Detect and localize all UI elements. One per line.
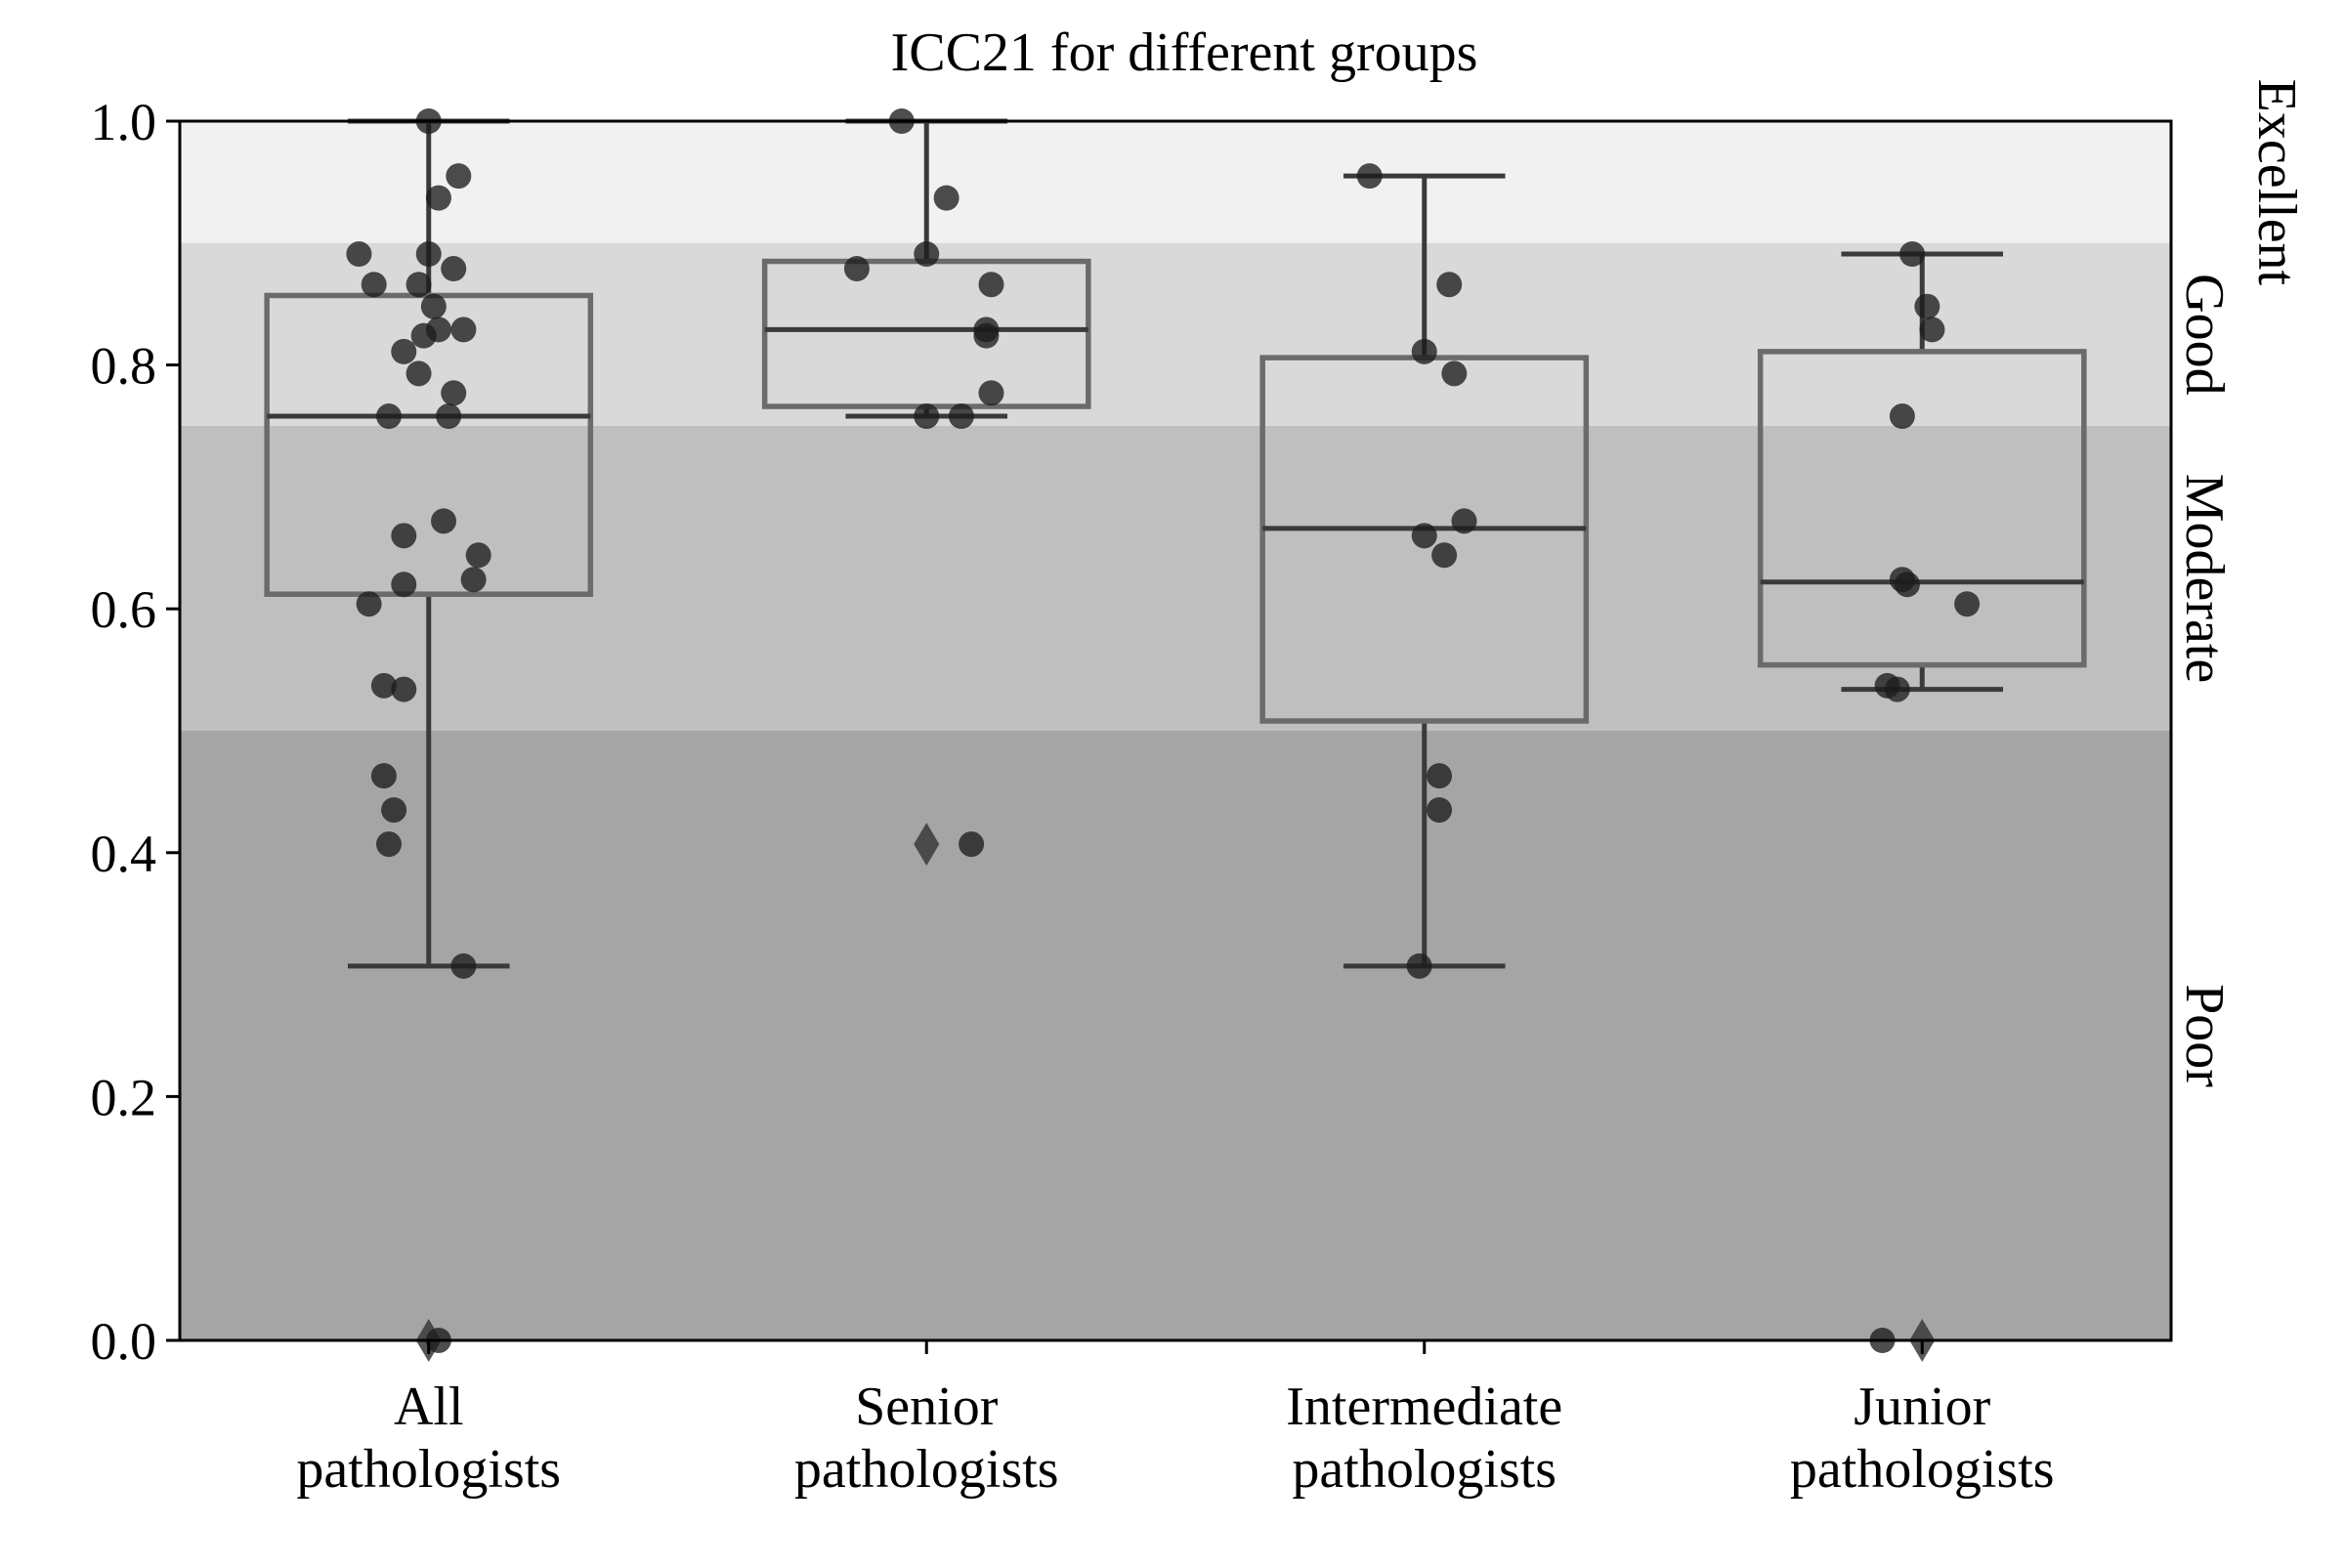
- band-excellent: [180, 121, 2171, 243]
- data-point: [978, 380, 1004, 406]
- data-point: [1411, 338, 1437, 364]
- data-point: [1411, 523, 1437, 549]
- band-moderate: [180, 426, 2171, 731]
- data-point: [391, 572, 417, 598]
- data-point: [1406, 953, 1432, 979]
- band-good: [180, 242, 2171, 426]
- data-point: [1441, 360, 1468, 387]
- band-poor: [180, 731, 2171, 1340]
- chart-title: ICC21 for different groups: [891, 22, 1478, 83]
- data-point: [431, 508, 457, 534]
- band-label-good: Good: [2174, 274, 2235, 395]
- plot-frame: [178, 119, 2173, 1342]
- data-point: [933, 185, 959, 211]
- data-point: [1451, 508, 1477, 534]
- x-tick-label: pathologists: [1790, 1439, 2055, 1500]
- data-point: [1894, 572, 1920, 598]
- y-tick-label: 0.2: [91, 1068, 157, 1126]
- y-tick-label: 0.8: [91, 337, 157, 396]
- data-point: [1884, 676, 1910, 702]
- data-point: [410, 322, 437, 349]
- data-point: [1431, 542, 1458, 569]
- x-tick-label: Junior: [1854, 1377, 1990, 1437]
- data-point: [1919, 317, 1945, 343]
- x-tick-label: All: [394, 1377, 464, 1437]
- data-point: [405, 360, 432, 387]
- data-point: [391, 676, 417, 702]
- data-point: [441, 256, 467, 282]
- data-point: [405, 272, 432, 298]
- data-point: [436, 403, 462, 430]
- data-point: [1889, 403, 1915, 430]
- data-point: [1356, 163, 1383, 190]
- data-point: [441, 380, 467, 406]
- data-point: [420, 293, 447, 319]
- x-tick-label: pathologists: [296, 1439, 561, 1500]
- data-point: [370, 763, 397, 789]
- data-point: [1427, 763, 1453, 789]
- x-tick-label: Intermediate: [1286, 1377, 1562, 1437]
- data-point: [446, 163, 472, 190]
- y-tick-label: 0.6: [91, 580, 157, 639]
- data-point: [948, 403, 974, 430]
- data-point: [978, 272, 1004, 298]
- x-tick-label: pathologists: [794, 1439, 1059, 1500]
- data-point: [1899, 241, 1926, 268]
- data-point: [1914, 293, 1940, 319]
- data-point: [356, 591, 382, 617]
- data-point: [460, 567, 487, 593]
- data-point: [450, 317, 477, 343]
- data-point: [361, 272, 387, 298]
- data-point: [1427, 797, 1453, 824]
- data-point: [959, 831, 985, 858]
- y-tick-label: 0.4: [91, 825, 157, 883]
- y-tick-label: 1.0: [91, 93, 157, 151]
- data-point: [381, 797, 407, 824]
- data-point: [391, 338, 417, 364]
- data-point: [425, 185, 451, 211]
- x-tick-label: Senior: [855, 1377, 999, 1437]
- data-point: [914, 241, 940, 268]
- data-point: [1954, 591, 1981, 617]
- data-point: [450, 953, 477, 979]
- band-label-moderate: Moderate: [2174, 474, 2235, 684]
- data-point: [375, 403, 402, 430]
- band-label-excellent: Excellent: [2246, 79, 2307, 286]
- data-point: [843, 256, 870, 282]
- data-point: [391, 523, 417, 549]
- data-point: [914, 403, 940, 430]
- data-point: [415, 241, 442, 268]
- y-tick-label: 0.0: [91, 1312, 157, 1371]
- band-label-poor: Poor: [2174, 984, 2235, 1087]
- data-point: [1436, 272, 1463, 298]
- x-tick-label: pathologists: [1292, 1439, 1556, 1500]
- box-iqr: [1757, 349, 2087, 668]
- data-point: [973, 322, 1000, 349]
- data-point: [346, 241, 372, 268]
- outlier-marker: [914, 823, 940, 867]
- data-point: [465, 542, 491, 569]
- data-point: [370, 672, 397, 699]
- data-point: [375, 831, 402, 858]
